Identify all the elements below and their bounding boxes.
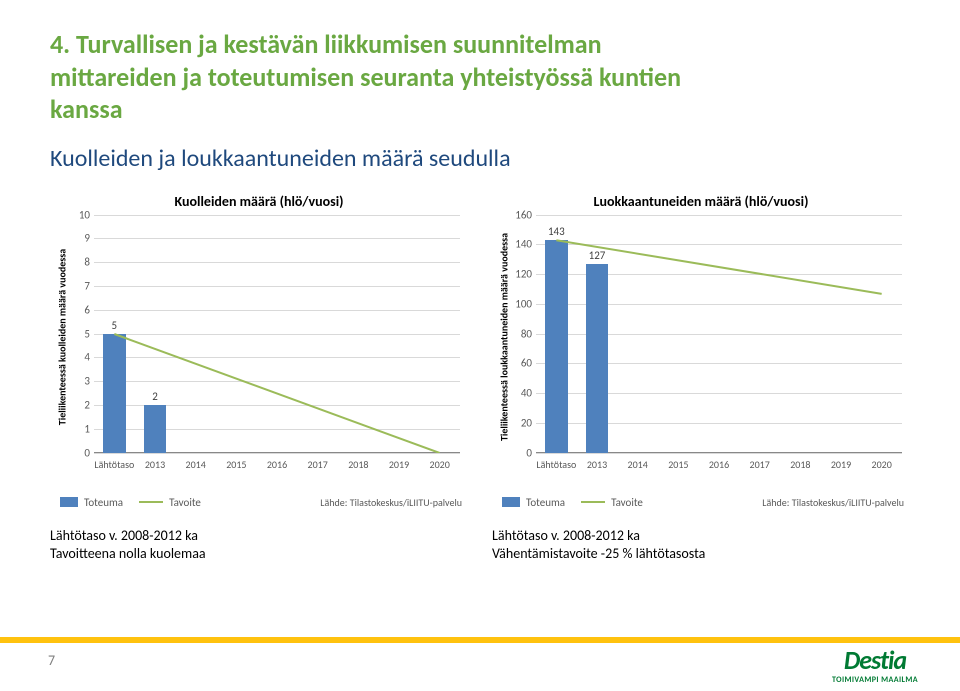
charts-row: Kuolleiden määrä (hlö/vuosi) Tieliikente… (50, 187, 910, 517)
gridline (94, 238, 460, 239)
gridline (94, 215, 460, 216)
logo-tagline: TOIMIVAMPI MAAILMA (832, 675, 918, 685)
bar (545, 240, 567, 453)
logo-wordmark: Destia (832, 647, 918, 673)
bar (103, 334, 125, 453)
gridline (94, 334, 460, 335)
gridline (94, 262, 460, 263)
legend-bar-item: Toteuma (60, 496, 123, 509)
chart2-caption: Lähtötaso v. 2008-2012 ka Vähentämistavo… (492, 527, 910, 563)
chart1-caption: Lähtötaso v. 2008-2012 ka Tavoitteena no… (50, 527, 468, 563)
legend-bar-item: Toteuma (502, 496, 565, 509)
title-line3: kanssa (50, 93, 123, 125)
gridline (536, 244, 902, 245)
line-swatch-icon (581, 501, 605, 503)
chart1-legend: Toteuma Tavoite (60, 496, 201, 509)
x-tick-label: 2013 (145, 458, 165, 471)
bar-swatch-icon (502, 497, 520, 507)
y-tick-label: 120 (508, 268, 532, 281)
x-tick-label: 2019 (831, 458, 851, 471)
slide-title: 4. Turvallisen ja kestävän liikkumisen s… (50, 28, 910, 126)
gridline (536, 453, 902, 454)
chart2-legend: Toteuma Tavoite (502, 496, 643, 509)
x-tick-label: 2018 (348, 458, 368, 471)
chart2-plot: 020406080100120140160Lähtötaso1432013127… (536, 215, 902, 453)
chart2-source: Lähde: Tilastokeskus/iLIITU-palvelu (762, 496, 904, 509)
y-tick-label: 10 (66, 208, 90, 221)
y-tick-label: 7 (66, 279, 90, 292)
x-tick-label: 2014 (186, 458, 206, 471)
x-tick-label: 2016 (709, 458, 729, 471)
bar-value-label: 143 (548, 225, 565, 238)
bar-swatch-icon (60, 497, 78, 507)
bar-value-label: 127 (589, 249, 606, 262)
footer-accent-bar (0, 637, 960, 643)
y-tick-label: 9 (66, 232, 90, 245)
chart1-title: Kuolleiden määrä (hlö/vuosi) (50, 187, 468, 212)
x-tick-label: 2014 (628, 458, 648, 471)
title-line1: 4. Turvallisen ja kestävän liikkumisen s… (50, 28, 602, 60)
bar (586, 264, 608, 453)
y-tick-label: 20 (508, 416, 532, 429)
y-tick-label: 40 (508, 387, 532, 400)
gridline (94, 357, 460, 358)
injuries-chart: Luokkaantuneiden määrä (hlö/vuosi) Tieli… (492, 187, 910, 517)
deaths-chart: Kuolleiden määrä (hlö/vuosi) Tieliikente… (50, 187, 468, 517)
line-swatch-icon (139, 501, 163, 503)
y-tick-label: 100 (508, 297, 532, 310)
caption1-line1: Lähtötaso v. 2008-2012 ka (50, 527, 198, 544)
y-tick-label: 160 (508, 208, 532, 221)
y-tick-label: 8 (66, 256, 90, 269)
chart2-title: Luokkaantuneiden määrä (hlö/vuosi) (492, 187, 910, 212)
chart1-source: Lähde: Tilastokeskus/iLIITU-palvelu (320, 496, 462, 509)
x-tick-label: 2018 (790, 458, 810, 471)
legend-line-item: Tavoite (581, 496, 643, 509)
gridline (94, 453, 460, 454)
page-number: 7 (48, 652, 55, 669)
legend-line-item: Tavoite (139, 496, 201, 509)
legend-bar-label: Toteuma (526, 496, 565, 509)
y-tick-label: 5 (66, 327, 90, 340)
y-tick-label: 3 (66, 375, 90, 388)
y-tick-label: 0 (66, 446, 90, 459)
y-tick-label: 60 (508, 357, 532, 370)
x-tick-label: 2015 (226, 458, 246, 471)
x-tick-label: 2020 (430, 458, 450, 471)
destia-logo: Destia TOIMIVAMPI MAAILMA (832, 647, 918, 685)
legend-bar-label: Toteuma (84, 496, 123, 509)
y-tick-label: 0 (508, 446, 532, 459)
y-tick-label: 1 (66, 422, 90, 435)
gridline (94, 310, 460, 311)
slide-subtitle: Kuolleiden ja loukkaantuneiden määrä seu… (50, 144, 910, 173)
legend-line-label: Tavoite (611, 496, 643, 509)
caption2-line1: Lähtötaso v. 2008-2012 ka (492, 527, 640, 544)
gridline (94, 381, 460, 382)
caption2-line2: Vähentämistavoite -25 % lähtötasosta (492, 545, 705, 562)
x-tick-label: 2013 (587, 458, 607, 471)
bar (144, 405, 166, 453)
x-tick-label: 2017 (308, 458, 328, 471)
x-tick-label: 2020 (872, 458, 892, 471)
x-tick-label: 2016 (267, 458, 287, 471)
y-tick-label: 140 (508, 238, 532, 251)
y-tick-label: 6 (66, 303, 90, 316)
bar-value-label: 2 (152, 390, 158, 403)
chart1-plot: 012345678910Lähtötaso5201322014201520162… (94, 215, 460, 453)
y-tick-label: 4 (66, 351, 90, 364)
y-tick-label: 80 (508, 327, 532, 340)
bar-value-label: 5 (112, 319, 118, 332)
legend-line-label: Tavoite (169, 496, 201, 509)
caption1-line2: Tavoitteena nolla kuolemaa (50, 545, 206, 562)
y-tick-label: 2 (66, 398, 90, 411)
x-tick-label: 2017 (750, 458, 770, 471)
x-tick-label: Lähtötaso (94, 458, 134, 471)
gridline (94, 286, 460, 287)
x-tick-label: 2015 (668, 458, 688, 471)
captions-row: Lähtötaso v. 2008-2012 ka Tavoitteena no… (50, 527, 910, 563)
gridline (536, 215, 902, 216)
x-tick-label: Lähtötaso (536, 458, 576, 471)
title-line2: mittareiden ja toteutumisen seuranta yht… (50, 61, 681, 93)
x-tick-label: 2019 (389, 458, 409, 471)
